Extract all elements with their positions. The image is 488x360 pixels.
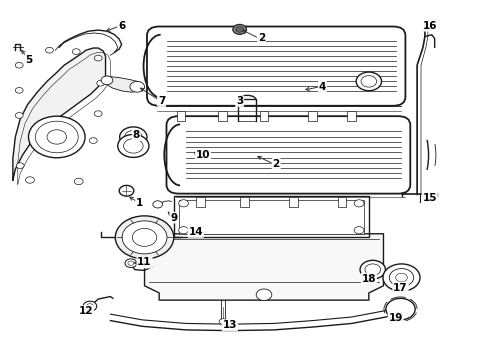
FancyBboxPatch shape (166, 116, 409, 194)
Text: 15: 15 (422, 193, 436, 203)
Polygon shape (144, 234, 383, 300)
Circle shape (28, 116, 85, 158)
Bar (259, 111, 268, 121)
Circle shape (235, 27, 243, 32)
Circle shape (86, 304, 93, 309)
Bar (173, 196, 368, 237)
Bar (346, 111, 355, 121)
Circle shape (15, 113, 23, 118)
Circle shape (94, 55, 102, 61)
Circle shape (94, 111, 102, 117)
Bar (337, 197, 346, 207)
Circle shape (388, 269, 413, 287)
Circle shape (256, 289, 271, 301)
Circle shape (25, 177, 34, 183)
Circle shape (124, 131, 142, 143)
Bar (178, 200, 363, 234)
Circle shape (35, 121, 78, 153)
Circle shape (125, 259, 137, 267)
Circle shape (118, 134, 149, 157)
Text: 13: 13 (222, 320, 237, 330)
Text: 16: 16 (422, 21, 436, 31)
Circle shape (178, 200, 188, 207)
Bar (218, 111, 226, 121)
Circle shape (115, 216, 173, 259)
Circle shape (395, 273, 407, 282)
Circle shape (219, 319, 226, 324)
Circle shape (382, 264, 419, 291)
Circle shape (359, 260, 385, 279)
Text: 8: 8 (132, 130, 140, 140)
Circle shape (45, 47, 53, 53)
Polygon shape (13, 48, 105, 180)
Text: 4: 4 (318, 82, 325, 92)
Polygon shape (160, 35, 176, 98)
Bar (240, 197, 248, 207)
Polygon shape (180, 125, 193, 185)
Bar (288, 197, 297, 207)
Circle shape (153, 201, 162, 208)
Text: 6: 6 (118, 21, 125, 31)
Circle shape (132, 228, 157, 246)
Circle shape (15, 87, 23, 93)
Circle shape (360, 76, 376, 87)
Circle shape (83, 301, 97, 311)
Circle shape (122, 221, 166, 254)
Text: 11: 11 (137, 257, 151, 267)
Circle shape (364, 264, 380, 275)
Circle shape (47, 130, 66, 144)
Text: 2: 2 (272, 159, 279, 169)
Polygon shape (105, 76, 142, 92)
Text: 19: 19 (387, 313, 402, 323)
Text: 10: 10 (195, 150, 210, 160)
Circle shape (232, 24, 246, 35)
Circle shape (353, 200, 363, 207)
Circle shape (120, 127, 147, 147)
Circle shape (119, 185, 134, 196)
Bar (196, 197, 204, 207)
Circle shape (353, 226, 363, 234)
Text: 17: 17 (392, 283, 407, 293)
Text: 12: 12 (79, 306, 93, 316)
FancyBboxPatch shape (147, 27, 405, 106)
Circle shape (178, 226, 188, 234)
Circle shape (128, 261, 134, 265)
Circle shape (15, 62, 23, 68)
Circle shape (385, 298, 414, 320)
Text: 1: 1 (136, 198, 143, 208)
Circle shape (16, 163, 24, 168)
Text: 5: 5 (25, 55, 33, 65)
Circle shape (101, 76, 113, 85)
Circle shape (123, 139, 143, 153)
Circle shape (72, 49, 80, 54)
Circle shape (97, 80, 104, 86)
Circle shape (130, 81, 144, 92)
Bar (176, 111, 185, 121)
Text: 18: 18 (361, 274, 375, 284)
Text: 9: 9 (170, 213, 177, 222)
Circle shape (89, 138, 97, 143)
Bar (308, 111, 317, 121)
Circle shape (74, 178, 83, 185)
Text: 3: 3 (236, 96, 243, 106)
Text: 2: 2 (257, 33, 264, 43)
Text: 14: 14 (188, 227, 203, 237)
Text: 7: 7 (158, 96, 165, 106)
Circle shape (355, 72, 381, 91)
